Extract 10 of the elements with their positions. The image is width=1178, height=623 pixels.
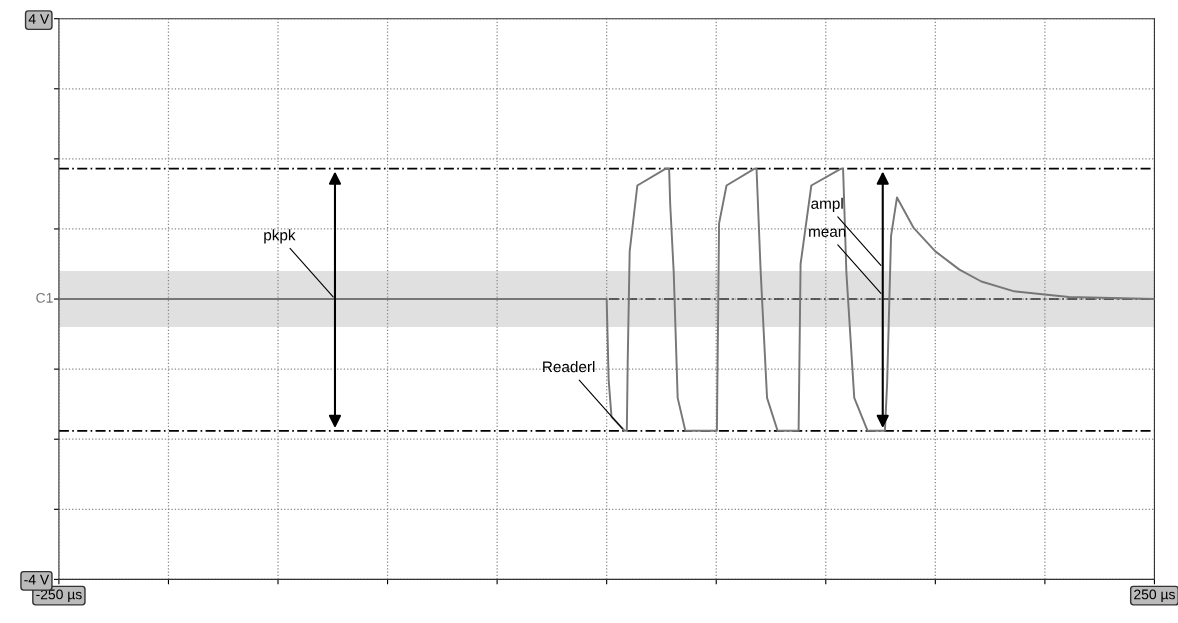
y-tick-label: -4 V [24, 574, 50, 585]
ref-line-label: C1 [36, 292, 53, 303]
annotation: mean [809, 228, 846, 237]
line-series [58, 167, 1155, 432]
annotation: pkpk [264, 229, 296, 244]
x-tick-label: 250 µs [1134, 589, 1175, 603]
annotation: ampl [811, 197, 843, 212]
x-tick-label: -250 µs [36, 589, 82, 603]
annotation: Readerl [543, 361, 595, 373]
y-tick-label: 4 V [28, 14, 50, 24]
